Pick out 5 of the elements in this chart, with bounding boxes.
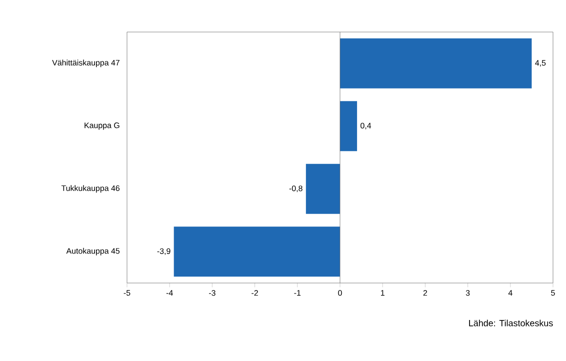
text: Lähde: Tilastokeskus [469,320,553,326]
bar [174,226,340,277]
bar [340,38,532,88]
bar [306,164,340,214]
bar [340,101,358,152]
